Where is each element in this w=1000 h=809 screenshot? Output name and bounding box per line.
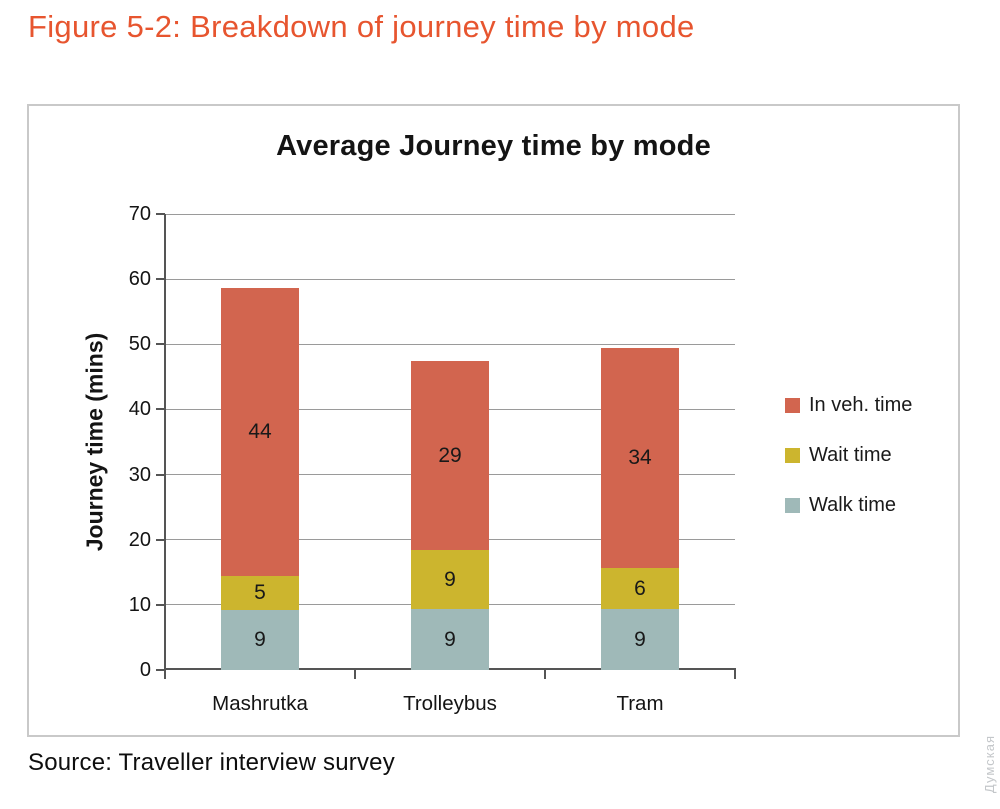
y-axis-tick xyxy=(156,278,165,281)
legend-marker-swatch xyxy=(785,448,800,463)
legend-label: Walk time xyxy=(809,494,897,516)
y-axis-tick xyxy=(156,343,165,346)
y-axis-tick xyxy=(156,408,165,411)
y-tick-label: 60 xyxy=(128,268,151,291)
gridline xyxy=(165,343,735,345)
legend-item: Walk time xyxy=(785,494,912,517)
bar-value-label: 6 xyxy=(634,576,646,600)
y-tick-label: 30 xyxy=(128,463,151,486)
chart-panel: Average Journey time by mode Journey tim… xyxy=(27,104,960,737)
x-axis-tick xyxy=(734,670,736,679)
legend-item: Wait time xyxy=(785,444,912,467)
x-category-label: Mashrutka xyxy=(212,692,308,715)
y-axis-title: Journey time (mins) xyxy=(81,332,108,552)
bar-segment: 44 xyxy=(221,287,299,576)
bar-segment: 5 xyxy=(221,575,299,611)
legend-label: Wait time xyxy=(809,444,892,466)
legend-marker-swatch xyxy=(785,398,800,413)
figure-title: Figure 5-2: Breakdown of journey time by… xyxy=(28,9,695,44)
legend-marker-swatch xyxy=(785,498,800,513)
bar-segment: 34 xyxy=(601,347,679,569)
bar-value-label: 29 xyxy=(438,443,462,467)
bar-value-label: 34 xyxy=(628,445,652,469)
legend-label: In veh. time xyxy=(809,394,913,416)
gridline xyxy=(165,278,735,280)
y-tick-label: 20 xyxy=(128,528,151,551)
bar-value-label: 9 xyxy=(444,567,456,591)
plot-area: 0 10 20 30 40 50 60 70 9 5 44 Mashrutka 9 9 29 Trolleyb… xyxy=(129,203,736,715)
x-axis-tick xyxy=(544,670,546,679)
x-category-label: Tram xyxy=(616,692,664,715)
y-axis-tick xyxy=(156,669,165,671)
bar-segment: 9 xyxy=(411,550,489,610)
source-caption: Source: Traveller interview survey xyxy=(28,749,395,776)
y-axis-tick xyxy=(156,538,165,541)
y-axis-tick xyxy=(156,603,165,606)
bar-value-label: 5 xyxy=(254,580,266,604)
bar-segment: 9 xyxy=(411,609,489,670)
y-tick-label: 0 xyxy=(139,659,151,681)
y-tick-label: 10 xyxy=(128,593,151,616)
legend-item: In veh. time xyxy=(785,394,912,417)
bar-value-label: 9 xyxy=(254,628,266,652)
chart-title: Average Journey time by mode xyxy=(276,130,711,162)
x-axis-tick xyxy=(354,670,356,679)
bar-value-label: 44 xyxy=(248,419,272,443)
bar-segment: 29 xyxy=(411,361,489,551)
y-tick-label: 50 xyxy=(128,333,151,356)
bar-segment: 9 xyxy=(221,610,299,670)
y-tick-label: 70 xyxy=(128,203,151,225)
bar-value-label: 9 xyxy=(634,627,646,651)
bar-value-label: 9 xyxy=(444,627,456,651)
y-axis-tick xyxy=(156,213,165,215)
x-category-label: Trolleybus xyxy=(403,692,497,715)
x-axis-tick xyxy=(164,670,166,679)
watermark: Думская xyxy=(982,734,997,793)
y-axis-line xyxy=(164,214,166,670)
y-tick-label: 40 xyxy=(128,398,151,421)
legend: In veh. time Wait time Walk time xyxy=(785,394,912,544)
y-axis-tick xyxy=(156,473,165,476)
bar-segment: 9 xyxy=(601,609,679,670)
bar-segment: 6 xyxy=(601,568,679,610)
gridline xyxy=(165,213,735,215)
